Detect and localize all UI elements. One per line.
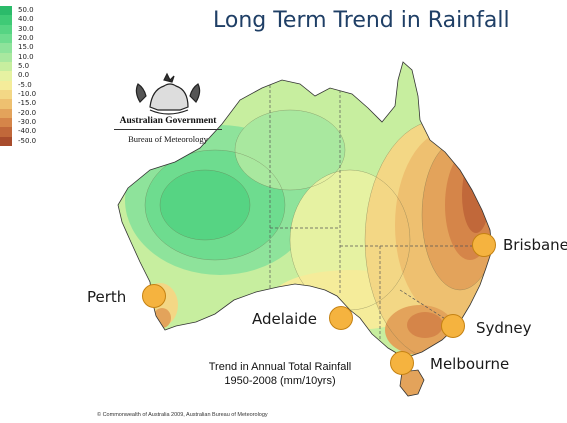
legend-label: -15.0 <box>18 99 37 108</box>
legend-label: 15.0 <box>18 43 34 52</box>
legend-entry: -40.0 <box>0 127 42 137</box>
legend-swatch <box>0 62 12 72</box>
legend-swatch <box>0 118 12 128</box>
legend-label: 5.0 <box>18 62 30 71</box>
legend-label: -10.0 <box>18 90 37 99</box>
organisation-block: Australian Government Bureau of Meteorol… <box>108 116 228 144</box>
legend-label: -5.0 <box>18 80 32 89</box>
legend-swatch <box>0 15 12 25</box>
legend-label: 20.0 <box>18 34 34 43</box>
legend-swatch <box>0 34 12 44</box>
legend-entry: -5.0 <box>0 80 42 91</box>
legend-entry: 30.0 <box>0 24 42 35</box>
legend-entry: -15.0 <box>0 99 42 109</box>
legend-label: 0.0 <box>18 71 30 80</box>
legend-label: 50.0 <box>18 6 34 14</box>
legend-swatch <box>0 80 12 91</box>
city-label-perth: Perth <box>87 288 127 306</box>
legend-entry: 5.0 <box>0 62 42 72</box>
city-label-melbourne: Melbourne <box>430 355 510 373</box>
legend-swatch <box>0 43 12 53</box>
city-marker-perth <box>142 284 166 308</box>
copyright-notice: © Commonwealth of Australia 2009, Austra… <box>97 412 268 418</box>
legend-entry: 15.0 <box>0 43 42 53</box>
legend-entry: -50.0 <box>0 136 42 147</box>
city-label-adelaide: Adelaide <box>252 310 318 328</box>
legend-swatch <box>0 108 12 119</box>
legend-entry: 50.0 <box>0 6 42 16</box>
legend-entry: 40.0 <box>0 15 42 25</box>
coat-of-arms-icon <box>135 72 201 115</box>
legend-swatch <box>0 90 12 100</box>
caption-line1: Trend in Annual Total Rainfall <box>208 361 352 373</box>
legend-entry: 20.0 <box>0 34 42 44</box>
legend-entry: -30.0 <box>0 118 42 128</box>
legend-swatch <box>0 99 12 109</box>
tasmania <box>399 369 425 397</box>
rainfall-legend: 50.0 40.0 30.0 20.0 15.0 10.0 5.0 0.0 -5.0 -10.0-… <box>0 6 42 147</box>
legend-swatch <box>0 127 12 137</box>
city-marker-sydney <box>441 314 465 338</box>
organisation-government: Australian Government <box>119 116 217 126</box>
legend-label: -30.0 <box>18 118 37 127</box>
city-label-brisbane: Brisbane <box>503 236 567 254</box>
legend-swatch <box>0 71 12 81</box>
map-title: Long Term Trend in Rainfall <box>213 8 510 33</box>
legend-label: 40.0 <box>18 15 34 24</box>
organisation-bureau: Bureau of Meteorology <box>128 134 208 144</box>
australia-coastline <box>117 61 493 359</box>
legend-entry: 0.0 <box>0 71 42 81</box>
map-caption: Trend in Annual Total Rainfall 1950-2008… <box>160 360 400 388</box>
city-marker-adelaide <box>329 306 353 330</box>
legend-label: 30.0 <box>18 24 34 33</box>
legend-entry: 10.0 <box>0 52 42 63</box>
legend-label: 10.0 <box>18 52 34 61</box>
legend-swatch <box>0 136 12 147</box>
caption-line2: 1950-2008 (mm/10yrs) <box>224 375 336 387</box>
city-marker-brisbane <box>472 233 496 257</box>
legend-entry: -10.0 <box>0 90 42 100</box>
legend-swatch <box>0 52 12 63</box>
legend-swatch <box>0 24 12 35</box>
legend-label: -40.0 <box>18 127 37 136</box>
legend-label: -20.0 <box>18 108 37 117</box>
legend-swatch <box>0 6 12 16</box>
legend-label: -50.0 <box>18 136 37 145</box>
legend-entry: -20.0 <box>0 108 42 119</box>
city-marker-melbourne <box>390 351 414 375</box>
city-label-sydney: Sydney <box>476 319 532 337</box>
